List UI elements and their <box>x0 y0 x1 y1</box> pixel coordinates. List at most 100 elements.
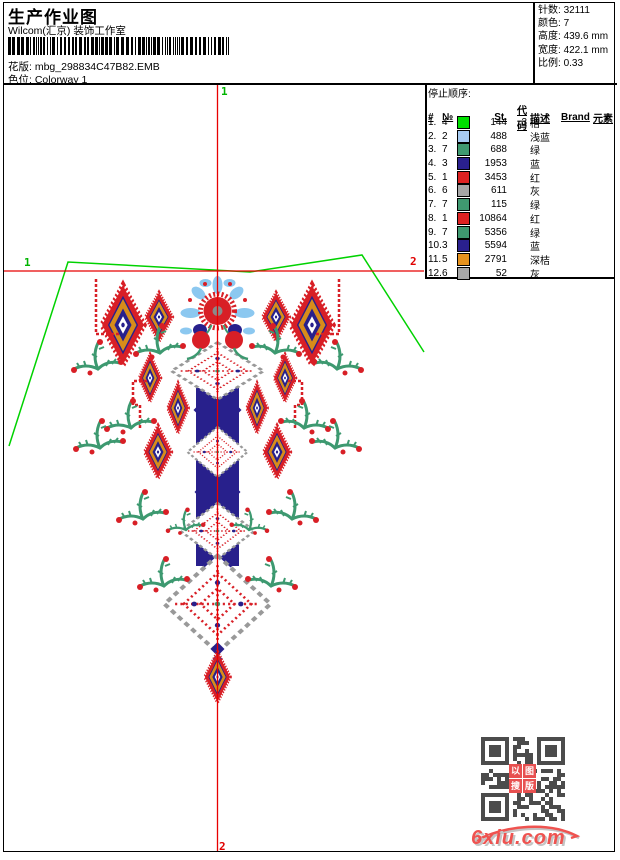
row-description: 蓝 <box>530 242 540 254</box>
stop-sequence-rows: 1. 4 144 3 桔 2. 2 488 浅蓝 3. 7 688 绿 4. 3… <box>428 115 615 281</box>
guide-marker-bottom: 2 <box>219 840 226 853</box>
stop-sequence-title: 停止顺序: <box>428 89 471 100</box>
stat-height: 高度: 439.6 mm <box>538 31 609 43</box>
row-color-swatch <box>457 211 476 225</box>
row-needle: 6 <box>442 267 448 279</box>
row-color-swatch <box>457 239 476 253</box>
color-swatch <box>457 198 470 212</box>
pattern-file-line: 花版: mbg_298834C47B82.EMB <box>8 59 160 74</box>
row-stitches: 3453 <box>484 171 507 183</box>
stop-sequence-panel: 停止顺序: # № St. 代码 描述 Brand 元素 1. 4 144 3 … <box>428 85 615 281</box>
row-color-swatch <box>457 129 476 143</box>
row-description: 蓝 <box>530 160 540 172</box>
row-description: 红 <box>530 173 540 185</box>
collar-outline <box>8 254 425 447</box>
colorway-line: 色位: Colorway 1 <box>8 72 87 87</box>
row-color-swatch <box>457 225 476 239</box>
row-stitches: 5594 <box>484 240 507 252</box>
panel-divider <box>425 83 427 277</box>
stat-scale: 比例: 0.33 <box>538 57 584 69</box>
table-row: 9. 7 5356 绿 <box>428 225 615 240</box>
col-description: 描述 <box>530 113 550 125</box>
row-stitches: 2791 <box>484 253 507 265</box>
row-index: 3. <box>428 144 437 156</box>
table-row: 10. 3 5594 蓝 <box>428 238 615 254</box>
color-swatch <box>457 170 470 184</box>
qr-code <box>481 737 565 821</box>
color-swatch <box>457 225 470 239</box>
row-index: 2. <box>428 130 437 142</box>
row-stitches: 5356 <box>484 226 507 238</box>
table-row: 3. 7 688 绿 <box>428 142 615 158</box>
row-index: 11. <box>428 253 442 265</box>
row-description: 深桔 <box>530 255 550 267</box>
row-color-swatch <box>457 143 476 157</box>
row-needle: 3 <box>442 158 448 170</box>
color-swatch <box>457 211 470 225</box>
row-color-swatch <box>457 252 476 266</box>
row-description: 绿 <box>530 228 540 240</box>
row-needle: 1 <box>442 171 448 183</box>
row-needle: 1 <box>442 212 448 224</box>
row-code: 3 <box>521 117 527 128</box>
pattern-label: 花版: <box>8 61 32 73</box>
flower-speckles <box>188 282 247 302</box>
row-stitches: 144 <box>490 117 507 128</box>
row-color-swatch <box>457 116 476 129</box>
guide-marker-top: 1 <box>221 85 228 98</box>
col-stitches: St. <box>494 111 507 123</box>
col-code: 代码 <box>517 106 527 132</box>
row-needle: 7 <box>442 199 448 211</box>
page-title: 生产作业图 <box>8 8 98 27</box>
color-swatch <box>457 252 470 266</box>
color-swatch <box>457 266 470 280</box>
row-needle: 5 <box>442 253 448 265</box>
col-element: 元素 <box>593 113 613 125</box>
panel-bottom-divider <box>425 277 615 279</box>
colorway-label: 色位: <box>8 74 32 86</box>
page-border <box>3 2 615 852</box>
row-color-swatch <box>457 157 476 171</box>
row-description: 浅蓝 <box>530 132 550 144</box>
table-row: 1. 4 144 3 桔 <box>428 115 615 130</box>
row-stitches: 1953 <box>484 158 507 170</box>
color-swatch <box>457 116 470 129</box>
row-description: 灰 <box>530 269 540 281</box>
table-row: 6. 6 611 灰 <box>428 183 615 198</box>
row-index: 6. <box>428 185 437 197</box>
header-divider <box>3 83 617 85</box>
col-hash: # <box>428 111 434 123</box>
row-index: 7. <box>428 199 437 211</box>
row-index: 10. <box>428 240 442 252</box>
row-stitches: 52 <box>495 267 507 279</box>
row-index: 1. <box>428 117 437 128</box>
stop-sequence-header: # № St. 代码 描述 Brand 元素 <box>428 102 615 132</box>
barcode <box>8 37 229 55</box>
row-color-swatch <box>457 184 476 198</box>
color-swatch <box>457 129 470 143</box>
row-description: 绿 <box>530 146 540 158</box>
stat-colors: 颜色: 7 <box>538 18 570 30</box>
color-swatch <box>457 184 470 198</box>
logo-swoosh <box>474 825 581 845</box>
row-stitches: 688 <box>490 144 507 156</box>
color-swatch <box>457 143 470 157</box>
stepped-outlines <box>94 279 341 428</box>
row-index: 9. <box>428 226 437 238</box>
row-description: 绿 <box>530 201 540 213</box>
table-row: 8. 1 10864 红 <box>428 211 615 226</box>
row-stitches: 488 <box>490 130 507 142</box>
row-stitches: 115 <box>491 199 507 211</box>
stat-stitches: 针数: 32111 <box>538 5 590 16</box>
guide-marker-left: 1 <box>24 256 31 269</box>
table-row: 4. 3 1953 蓝 <box>428 156 615 172</box>
design-stats: 针数: 32111 颜色: 7 高度: 439.6 mm 宽度: 422.1 m… <box>538 4 608 70</box>
color-swatch <box>457 157 470 171</box>
row-needle: 2 <box>442 130 448 142</box>
table-row: 11. 5 2791 深桔 <box>428 252 615 267</box>
table-row: 7. 7 115 绿 <box>428 197 615 213</box>
guide-marker-right: 2 <box>410 255 417 268</box>
row-stitches: 10864 <box>479 212 507 224</box>
site-logo: 6xiu.com <box>471 827 566 849</box>
